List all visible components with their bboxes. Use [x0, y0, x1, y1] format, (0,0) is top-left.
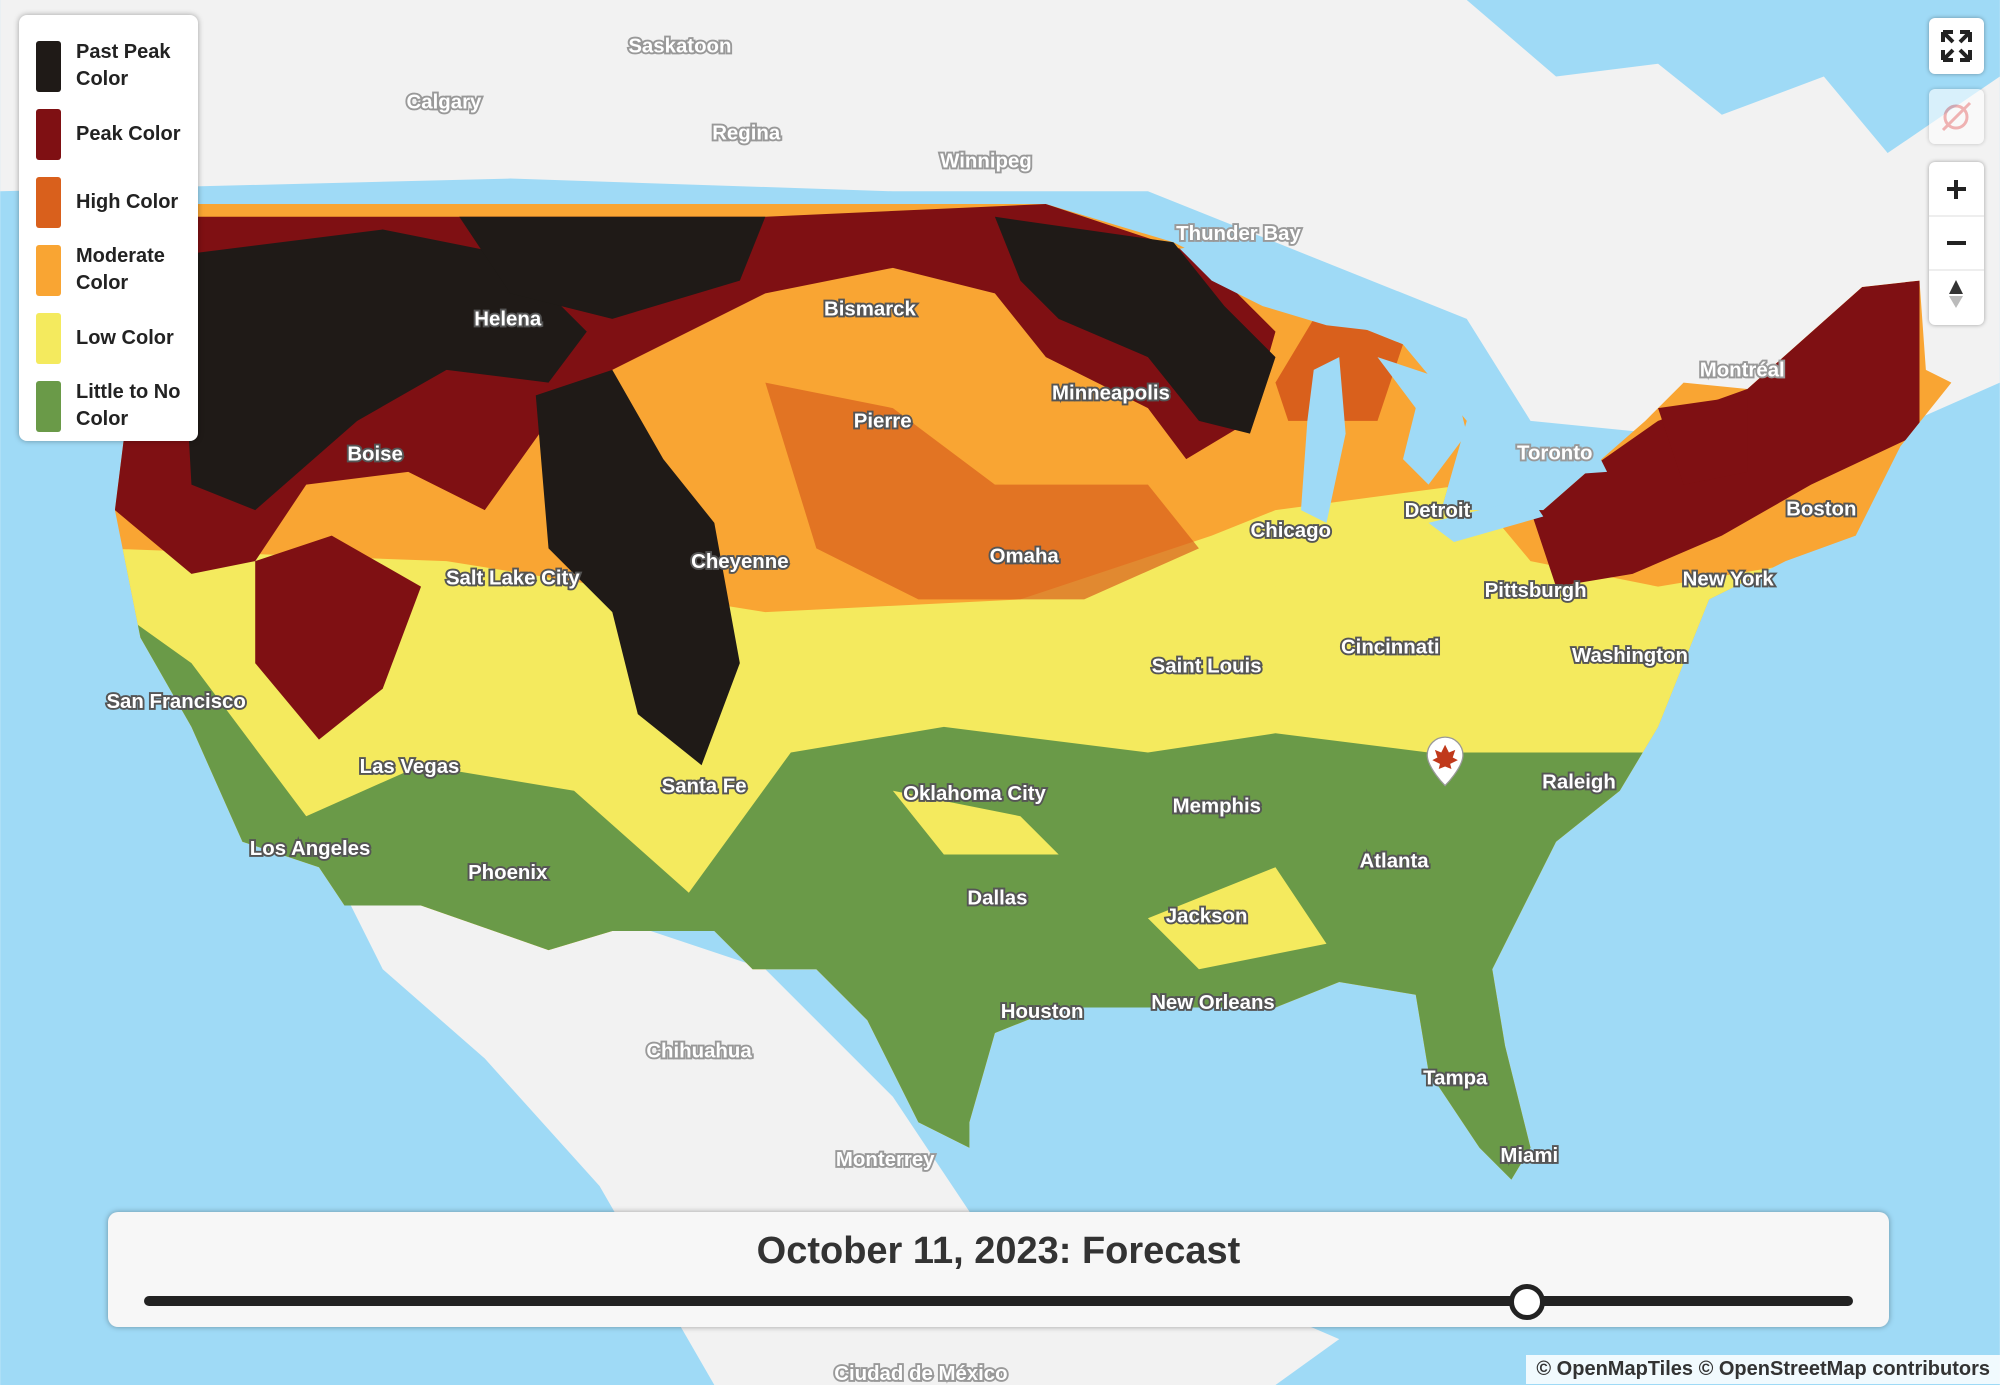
lake-superior: [1179, 235, 1404, 335]
city-label: Miami: [1500, 1145, 1558, 1167]
lake-erie: [1428, 497, 1544, 543]
city-label: Houston: [1001, 1001, 1084, 1023]
city-label: Calgary: [407, 92, 482, 114]
city-label: Regina: [712, 122, 781, 144]
city-label: Memphis: [1173, 796, 1261, 818]
city-label: Los Angeles: [250, 838, 370, 860]
legend-label: Moderate Color: [76, 245, 165, 294]
legend-swatch: [36, 244, 61, 296]
city-label: Atlanta: [1360, 851, 1430, 873]
city-label: Bismarck: [824, 298, 916, 320]
timeline-track[interactable]: [144, 1296, 1853, 1306]
city-label: Chicago: [1251, 520, 1331, 542]
city-label: Jackson: [1166, 905, 1248, 927]
city-label: Chihuahua: [646, 1041, 752, 1063]
legend: Past Peak Color Peak Color High Color Moder…: [19, 15, 198, 441]
hudson-bay: [1466, 0, 2000, 154]
fullscreen-button[interactable]: [1929, 18, 1984, 74]
legend-swatch: [36, 312, 61, 364]
lake-ontario: [1505, 446, 1608, 479]
city-label: Las Vegas: [360, 756, 460, 778]
legend-label: Little to No Color: [76, 381, 181, 430]
city-label: Phoenix: [468, 862, 548, 884]
city-label: San Francisco: [106, 691, 245, 713]
attribution: © OpenMapTiles © OpenStreetMap contribut…: [1526, 1355, 2000, 1384]
fullscreen-icon: [1941, 30, 1972, 62]
legend-label: High Color: [76, 190, 179, 213]
city-label: Cheyenne: [691, 551, 788, 573]
legend-label: Past Peak Color: [76, 41, 171, 90]
city-label: Montréal: [1700, 360, 1785, 382]
legend-item: Low Color: [36, 304, 188, 372]
legend-label: Low Color: [76, 326, 174, 349]
legend-item: Peak Color: [36, 100, 188, 168]
marker[interactable]: [1426, 736, 1464, 787]
zoom-in[interactable]: [1929, 162, 1984, 216]
city-label: Washington: [1572, 645, 1688, 667]
zoom-icons: [1929, 162, 1984, 308]
legend-swatch: [36, 380, 61, 432]
city-label: Helena: [474, 308, 542, 330]
city-label: Omaha: [990, 546, 1060, 568]
city-label: Thunder Bay: [1176, 223, 1301, 245]
city-label: Tampa: [1423, 1067, 1488, 1089]
legend-item: High Color: [36, 168, 188, 236]
city-label: Winnipeg: [940, 150, 1032, 172]
city-label: Boston: [1786, 499, 1856, 521]
timeline-title: October 11, 2023: Forecast: [756, 1230, 1241, 1272]
city-label: Saint Louis: [1152, 655, 1262, 677]
legend-label: Peak Color: [76, 122, 181, 145]
canada: [0, 0, 2000, 434]
city-label: Cincinnati: [1341, 636, 1440, 658]
city-label: Ciudad de México: [834, 1363, 1007, 1385]
city-label: Pierre: [854, 411, 912, 433]
lake-huron: [1377, 357, 1467, 485]
city-label: Saskatoon: [628, 36, 731, 58]
zoom-out[interactable]: [1929, 216, 1984, 270]
legend-swatch: [36, 108, 61, 160]
legend-item: Little to No Color: [36, 372, 188, 440]
city-label: Detroit: [1405, 500, 1471, 522]
timeline-thumb[interactable]: [1509, 1284, 1545, 1320]
legend-item: Past Peak Color: [36, 32, 188, 100]
city-label: Oklahoma City: [903, 783, 1046, 805]
city-label: Salt Lake City: [446, 567, 580, 589]
city-label: New York: [1683, 569, 1775, 591]
city-label: Toronto: [1517, 442, 1592, 464]
lake-michigan: [1300, 357, 1346, 523]
city-label: Boise: [347, 444, 403, 466]
city-label: Minneapolis: [1052, 382, 1170, 404]
city-label: Raleigh: [1542, 771, 1616, 793]
city-label: Monterrey: [836, 1149, 935, 1171]
timeline-panel: October 11, 2023: Forecast: [108, 1212, 1889, 1327]
city-label: Santa Fe: [662, 775, 747, 797]
zoom-controls: [1929, 162, 1984, 325]
city-label: New Orleans: [1151, 992, 1275, 1014]
legend-swatch: [36, 40, 61, 92]
legend-item: Moderate Color: [36, 236, 188, 304]
location-icon: [1941, 101, 1972, 132]
city-label: Pittsburgh: [1485, 580, 1587, 602]
location-button[interactable]: [1929, 89, 1984, 144]
legend-swatch: [36, 176, 61, 228]
city-label: Dallas: [967, 887, 1027, 909]
compass[interactable]: [1949, 280, 1963, 308]
